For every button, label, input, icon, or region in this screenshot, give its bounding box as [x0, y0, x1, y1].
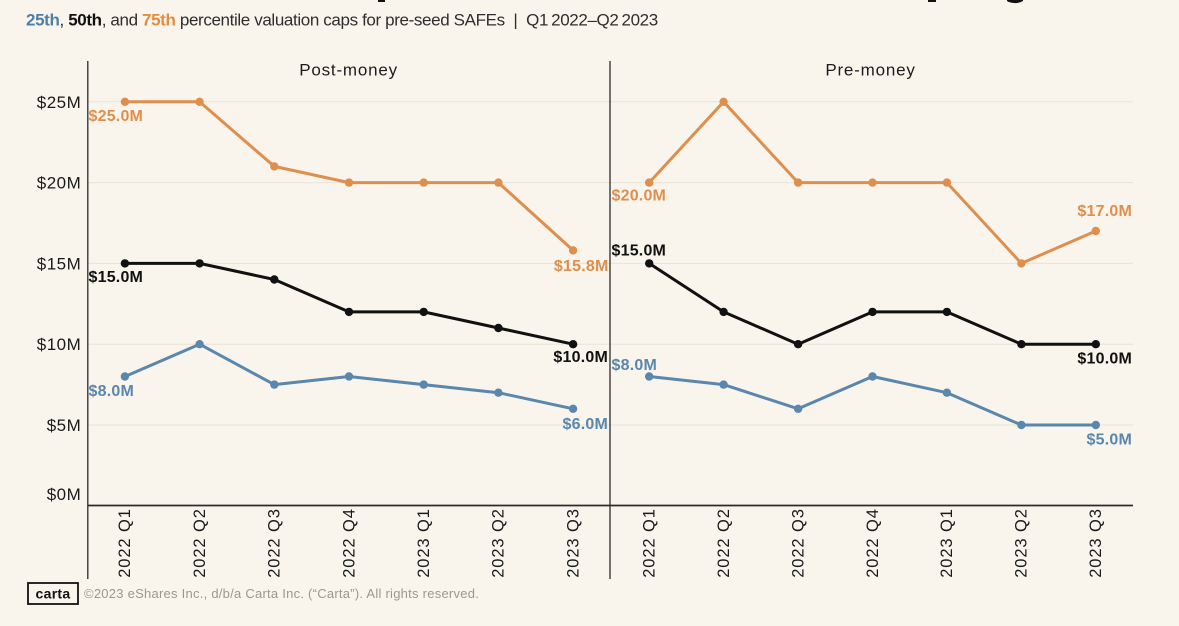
svg-text:2023 Q2: 2023 Q2 [1013, 508, 1031, 578]
svg-text:2022 Q1: 2022 Q1 [641, 508, 659, 578]
svg-text:$17.0M: $17.0M [1077, 203, 1132, 220]
svg-text:$8.0M: $8.0M [612, 357, 657, 374]
svg-text:$15.0M: $15.0M [89, 269, 144, 286]
svg-text:Pre-money: Pre-money [825, 61, 915, 80]
svg-text:2022 Q2: 2022 Q2 [191, 508, 209, 578]
svg-text:2022 Q3: 2022 Q3 [789, 508, 807, 578]
svg-text:$8.0M: $8.0M [89, 383, 134, 400]
svg-text:$5M: $5M [47, 416, 82, 435]
svg-text:2023 Q1: 2023 Q1 [415, 508, 433, 578]
svg-text:2022 Q2: 2022 Q2 [715, 508, 733, 578]
svg-text:$6.0M: $6.0M [563, 416, 608, 433]
svg-text:2023 Q3: 2023 Q3 [1087, 508, 1105, 578]
svg-text:$0M: $0M [47, 485, 82, 504]
svg-text:$15.8M: $15.8M [554, 258, 609, 275]
svg-text:2023 Q3: 2023 Q3 [564, 508, 582, 578]
svg-text:2022 Q1: 2022 Q1 [116, 508, 134, 578]
svg-text:carta: carta [36, 586, 71, 602]
svg-text:©2023 eShares Inc., d/b/a Cart: ©2023 eShares Inc., d/b/a Carta Inc. (“C… [84, 586, 479, 601]
svg-text:2023 Q1: 2023 Q1 [938, 508, 956, 578]
svg-text:Post-money: Post-money [299, 61, 398, 80]
svg-text:2023 Q2: 2023 Q2 [490, 508, 508, 578]
svg-text:$15.0M: $15.0M [612, 242, 667, 259]
svg-text:$25M: $25M [37, 93, 82, 112]
svg-text:$10M: $10M [37, 335, 82, 354]
svg-text:2022 Q4: 2022 Q4 [864, 508, 882, 578]
svg-text:2022 Q4: 2022 Q4 [340, 508, 358, 578]
svg-text:$25.0M: $25.0M [89, 108, 144, 125]
svg-text:$15M: $15M [37, 254, 82, 273]
svg-text:$5.0M: $5.0M [1087, 432, 1132, 449]
svg-text:2022 Q3: 2022 Q3 [266, 508, 284, 578]
svg-text:$20M: $20M [37, 174, 82, 193]
svg-text:$10.0M: $10.0M [1077, 351, 1132, 368]
svg-text:25th, 50th, and 75th percentil: 25th, 50th, and 75th percentile valuatio… [26, 11, 658, 30]
svg-text:$10.0M: $10.0M [553, 349, 608, 366]
svg-text:$20.0M: $20.0M [612, 187, 667, 204]
